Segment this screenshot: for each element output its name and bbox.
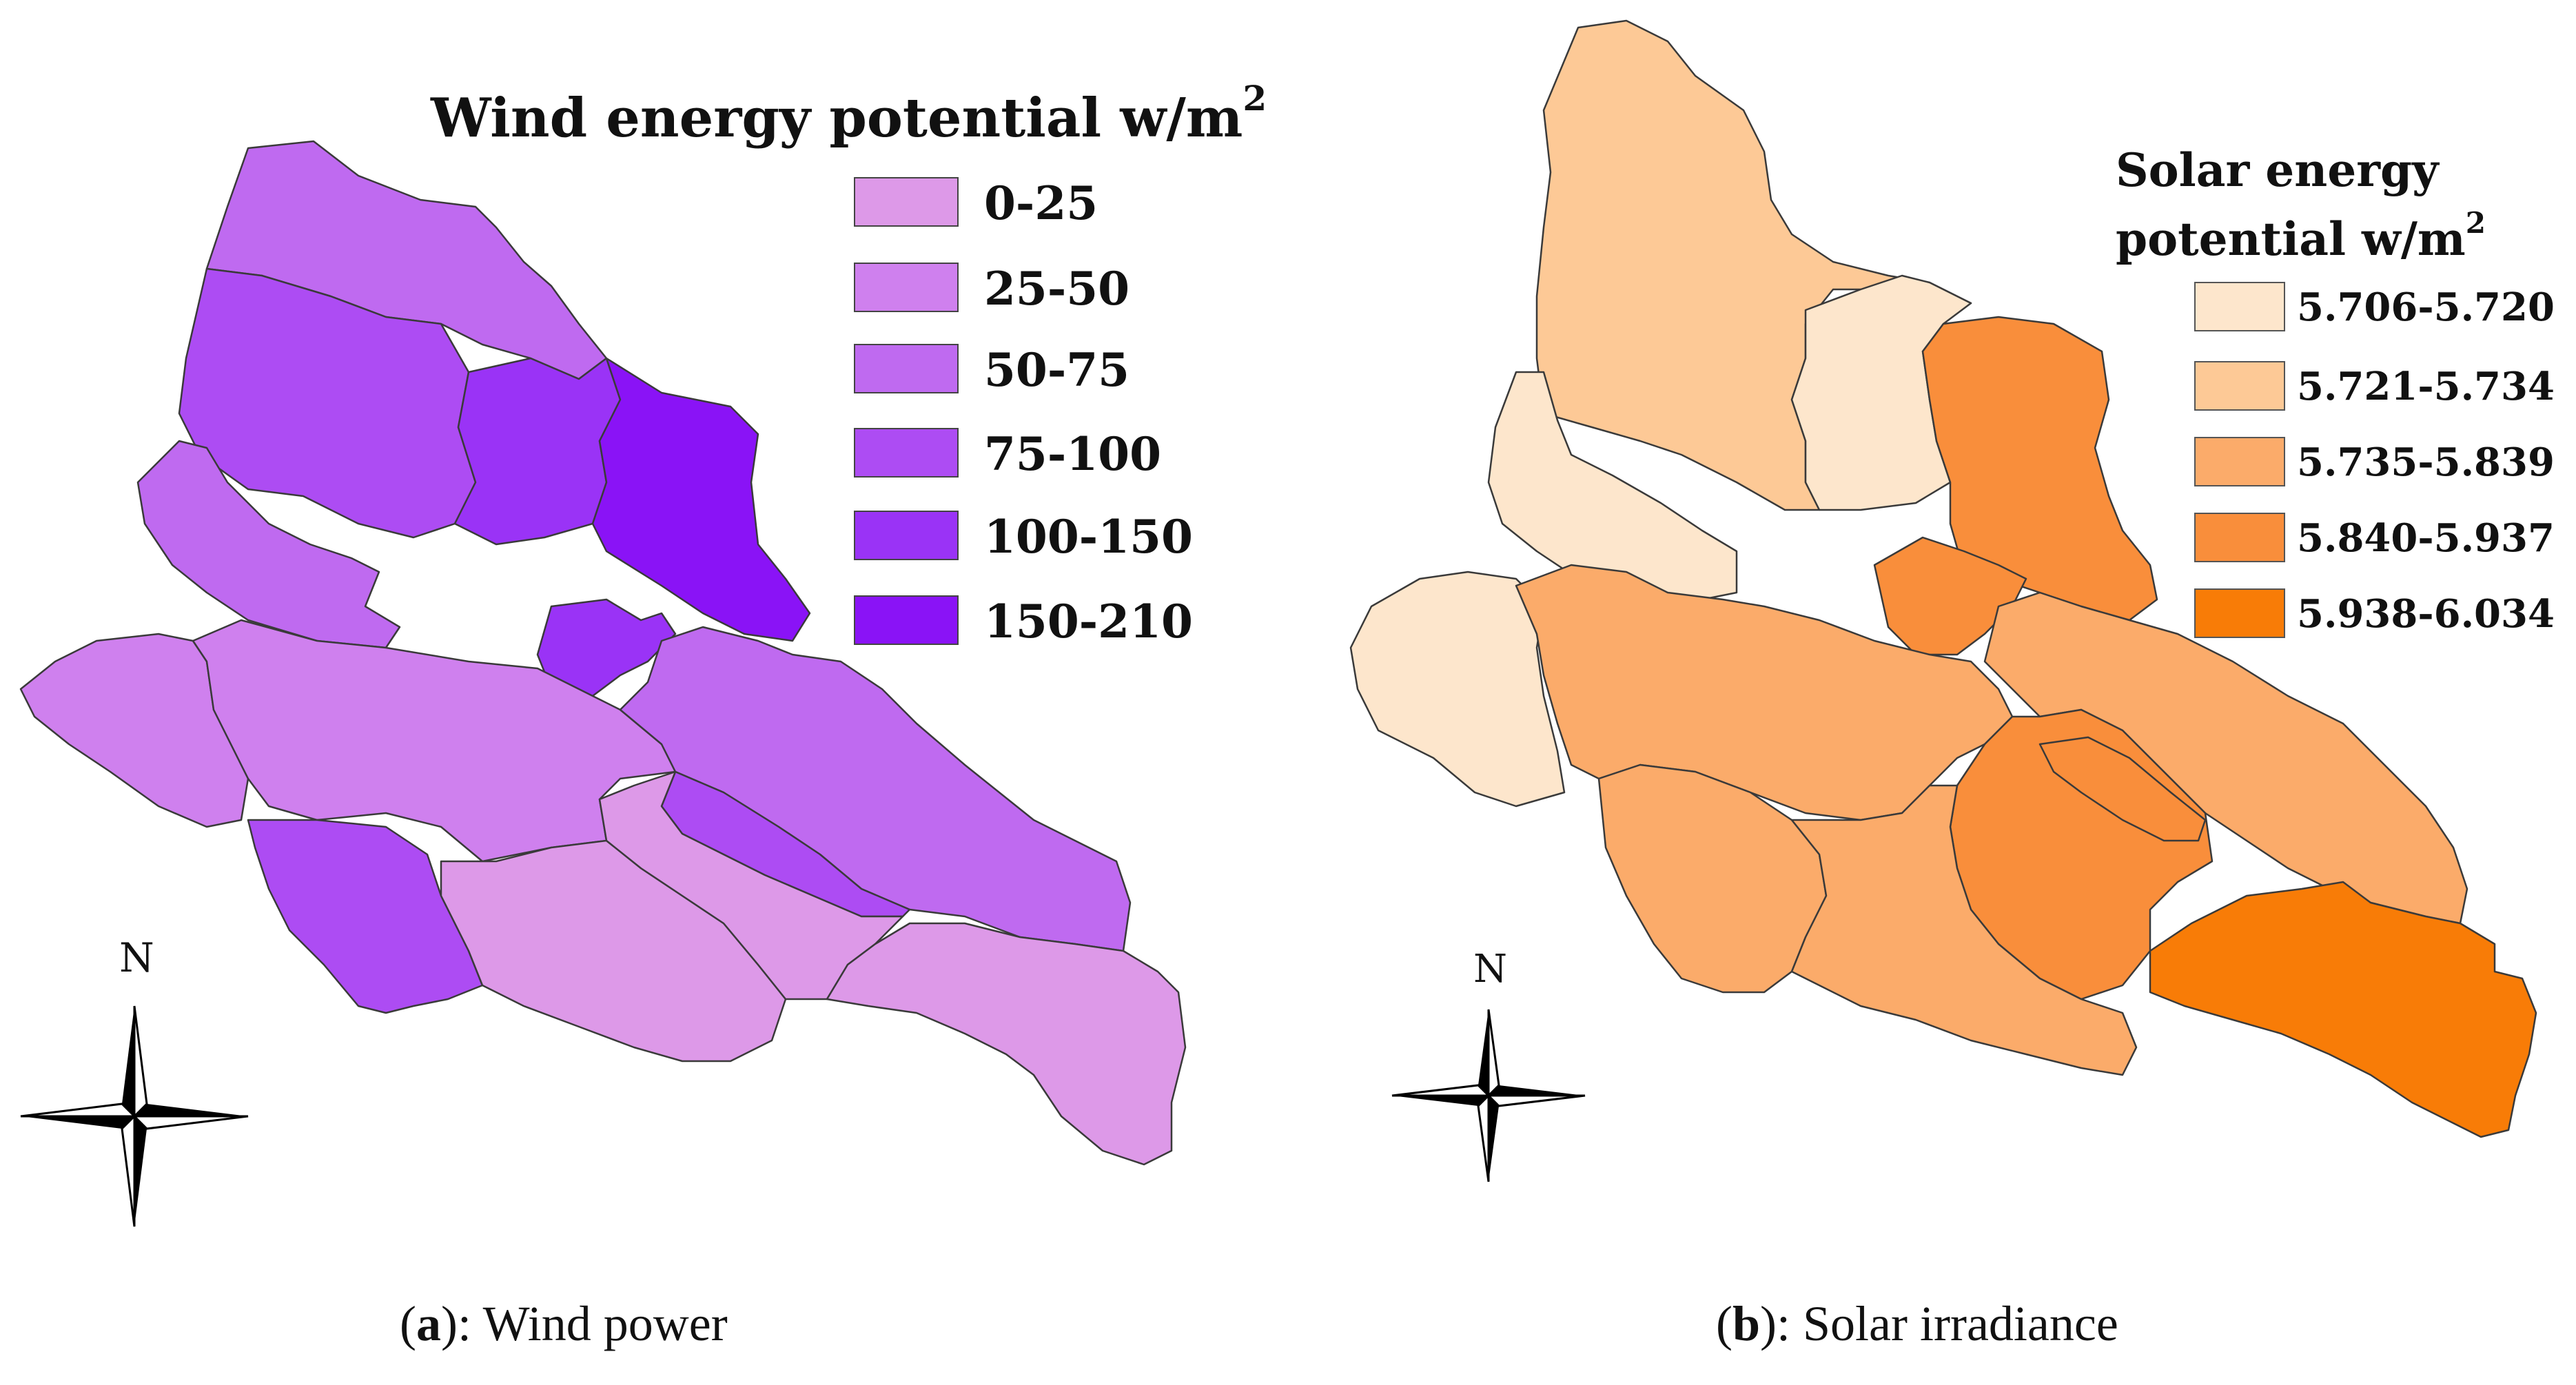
wind-region-northeast	[591, 357, 811, 642]
wind-region-far-west	[19, 633, 249, 828]
wind-legend-swatch	[854, 428, 959, 478]
caption-a: (a): Wind power	[400, 1296, 728, 1351]
caption-b-letter: b	[1732, 1296, 1761, 1351]
caption-b: (b): Solar irradiance	[1716, 1296, 2118, 1351]
solar-region-west-lake	[1487, 371, 1738, 608]
wind-legend-label: 0-25	[984, 176, 1098, 230]
wind-legend-items: 0-25 25-50 50-75 75-100 100-150 150-210	[854, 176, 1193, 648]
solar-legend: Solar energy potential w/m2 5.706-5.720 …	[2116, 143, 2555, 638]
wind-legend-label: 25-50	[984, 262, 1129, 316]
solar-legend-swatch	[2194, 361, 2285, 411]
solar-region-inner-strip	[2038, 736, 2207, 842]
wind-region-southwest	[247, 819, 484, 1014]
wind-legend-label: 75-100	[984, 427, 1161, 481]
wind-legend-swatch	[854, 344, 959, 393]
compass-rose-a-icon: N	[20, 934, 249, 1227]
solar-region-far-west	[1349, 571, 1566, 808]
compass-rose-b-icon: N	[1391, 947, 1586, 1182]
wind-region-south-center	[598, 770, 904, 1001]
solar-legend-swatch	[2194, 282, 2285, 331]
wind-legend-label: 100-150	[984, 510, 1193, 564]
wind-legend-title: Wind energy potential w/m2	[430, 78, 1267, 150]
compass-north-label: N	[119, 934, 154, 981]
wind-legend: Wind energy potential w/m2 0-25 25-50 50…	[430, 78, 1267, 648]
wind-legend-swatch	[854, 177, 959, 227]
wind-legend-swatch	[854, 595, 959, 645]
wind-legend-label: 50-75	[984, 343, 1129, 397]
caption-b-text: ): Solar irradiance	[1760, 1296, 2118, 1351]
solar-region-south-central	[1790, 784, 2138, 1076]
solar-legend-swatch	[2194, 437, 2285, 486]
solar-legend-title-line1: Solar energy	[2116, 143, 2440, 197]
caption-a-text: ): Wind power	[440, 1296, 728, 1351]
wind-map	[19, 140, 1187, 1166]
solar-legend-label: 5.840-5.937	[2297, 515, 2555, 561]
compass-north-label: N	[1473, 947, 1507, 992]
solar-region-west-central	[1515, 564, 2014, 821]
solar-legend-label: 5.706-5.720	[2297, 285, 2555, 330]
solar-legend-swatch	[2194, 588, 2285, 638]
solar-legend-label: 5.938-6.034	[2297, 591, 2555, 637]
wind-region-southeast	[826, 922, 1187, 1166]
solar-legend-label: 5.735-5.839	[2297, 440, 2555, 485]
solar-legend-swatch	[2194, 513, 2285, 562]
solar-legend-label: 5.721-5.734	[2297, 364, 2555, 409]
wind-legend-swatch	[854, 511, 959, 560]
wind-region-west-lake	[136, 440, 401, 649]
solar-legend-items: 5.706-5.720 5.721-5.734 5.735-5.839 5.84…	[2194, 282, 2555, 638]
solar-map	[1349, 19, 2537, 1138]
wind-legend-label: 150-210	[984, 595, 1193, 648]
wind-legend-swatch	[854, 263, 959, 312]
caption-a-letter: a	[416, 1296, 441, 1351]
solar-region-southeast	[2149, 881, 2537, 1138]
solar-legend-title-line2: potential w/m2	[2116, 206, 2486, 266]
